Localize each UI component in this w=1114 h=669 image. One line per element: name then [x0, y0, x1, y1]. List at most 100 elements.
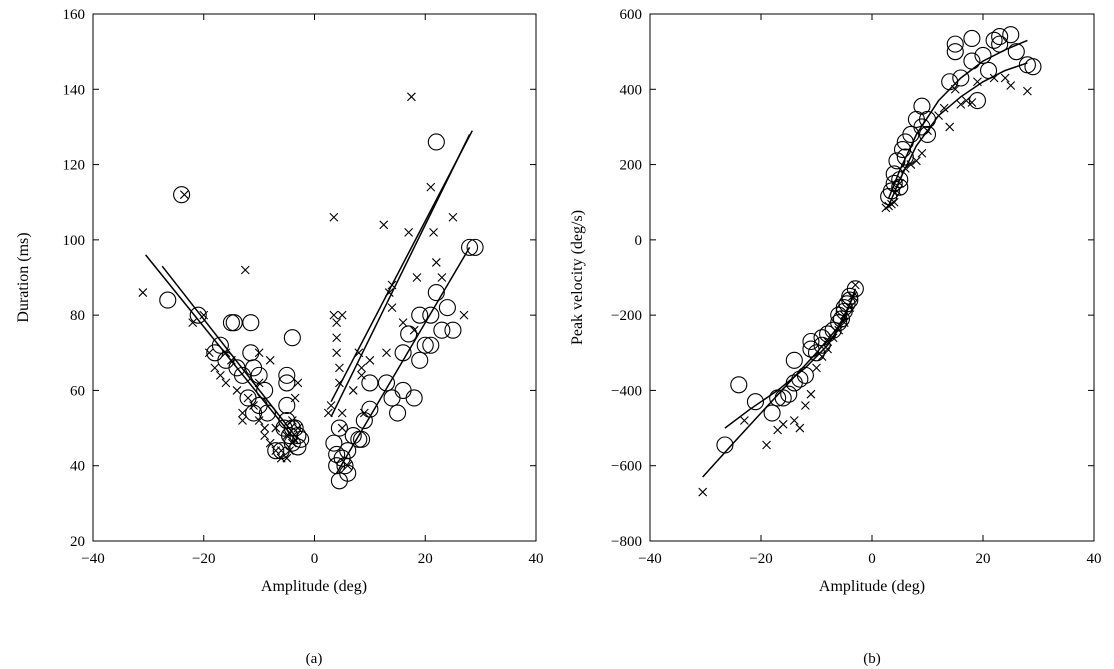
circle-marker [763, 404, 781, 422]
cross-marker [1006, 81, 1016, 90]
circle-marker [328, 445, 346, 463]
x-tick-label: −20 [749, 551, 772, 567]
circle-marker [444, 321, 462, 339]
circle-marker [242, 314, 260, 332]
circle-marker [416, 336, 434, 354]
circle-marker [991, 35, 1009, 53]
circle-marker [893, 140, 912, 159]
y-tick-label: 60 [70, 383, 85, 399]
cross-marker [801, 401, 810, 410]
cross-marker [923, 126, 932, 136]
y-tick-label: −200 [611, 308, 642, 324]
y-tick-label: 400 [620, 82, 643, 98]
cross-marker [407, 92, 416, 102]
cross-marker [240, 265, 250, 275]
circle-marker [746, 393, 765, 411]
cross-marker [812, 363, 821, 373]
cross-marker [956, 99, 966, 109]
circle-marker [344, 427, 362, 445]
cross-marker [323, 408, 333, 418]
cross-marker [459, 310, 469, 320]
circle-marker [256, 381, 274, 399]
circle-marker [339, 442, 357, 460]
y-axis-label: Duration (ms) [15, 232, 32, 322]
cross-marker [221, 378, 231, 388]
panel-label: (a) [306, 651, 323, 667]
cross-marker [934, 111, 943, 121]
cross-marker [848, 291, 857, 301]
cross-marker [332, 348, 342, 358]
cross-marker [698, 487, 708, 497]
cross-marker [387, 303, 397, 313]
circle-marker [835, 302, 853, 320]
circle-marker [460, 238, 479, 256]
cross-marker [739, 416, 749, 425]
circle-marker [211, 336, 229, 354]
cross-marker [329, 212, 339, 222]
x-tick-label: 20 [976, 551, 991, 567]
circle-marker [885, 174, 903, 192]
panel-b: −40 −20 0 20 40−800−600−400−2000200400600Amp… [569, 7, 1102, 667]
cross-marker [282, 431, 292, 440]
circle-marker [888, 152, 906, 170]
circle-marker [286, 419, 304, 437]
cross-marker [839, 318, 849, 328]
circle-marker [941, 73, 959, 91]
cross-marker [359, 408, 369, 418]
circle-marker [361, 400, 379, 418]
circle-marker [968, 92, 987, 110]
cross-marker [906, 160, 916, 169]
cross-marker [238, 416, 247, 425]
y-tick-label: −600 [611, 459, 642, 475]
cross-marker [967, 98, 977, 107]
cross-marker [892, 186, 902, 196]
cross-marker [778, 419, 788, 429]
x-tick-label: −40 [81, 551, 104, 567]
circle-marker [985, 31, 1003, 49]
circle-marker [283, 329, 301, 347]
cross-marker [806, 389, 816, 399]
cross-marker [917, 148, 927, 158]
x-tick-label: −20 [192, 551, 215, 567]
cross-marker [448, 212, 458, 222]
cross-marker [884, 201, 894, 211]
cross-marker [900, 163, 910, 173]
circle-marker [802, 332, 820, 351]
x-axis-label: Amplitude (deg) [261, 578, 367, 595]
circle-marker [267, 442, 285, 460]
cross-marker [961, 96, 971, 105]
circle-marker [225, 314, 243, 332]
cross-marker [431, 258, 441, 267]
circle-marker [258, 404, 276, 422]
cross-marker [215, 370, 225, 380]
fit-line [161, 265, 299, 440]
circle-marker [427, 284, 445, 302]
cross-marker [945, 122, 955, 132]
cross-marker [973, 77, 982, 87]
circle-marker [1024, 58, 1042, 76]
cross-marker [260, 431, 270, 440]
circle-marker [780, 385, 798, 403]
circle-marker [946, 35, 964, 53]
cross-marker [384, 288, 394, 297]
cross-marker [1023, 86, 1032, 96]
y-tick-label: 0 [635, 233, 643, 249]
cross-marker [398, 318, 408, 328]
circle-marker [1002, 26, 1020, 44]
x-tick-label: 40 [1087, 551, 1102, 567]
cross-marker [343, 461, 353, 471]
cross-marker [332, 333, 342, 343]
cross-marker [409, 325, 419, 335]
circle-marker [846, 280, 864, 298]
circle-marker [325, 434, 343, 452]
cross-marker [817, 352, 827, 361]
cross-marker [232, 386, 242, 395]
cross-marker [895, 179, 905, 188]
circle-marker [278, 366, 296, 384]
cross-marker [326, 401, 336, 410]
circle-marker [389, 404, 407, 422]
cross-marker [227, 355, 236, 365]
circle-marker [946, 43, 964, 61]
x-tick-label: 40 [529, 551, 544, 567]
